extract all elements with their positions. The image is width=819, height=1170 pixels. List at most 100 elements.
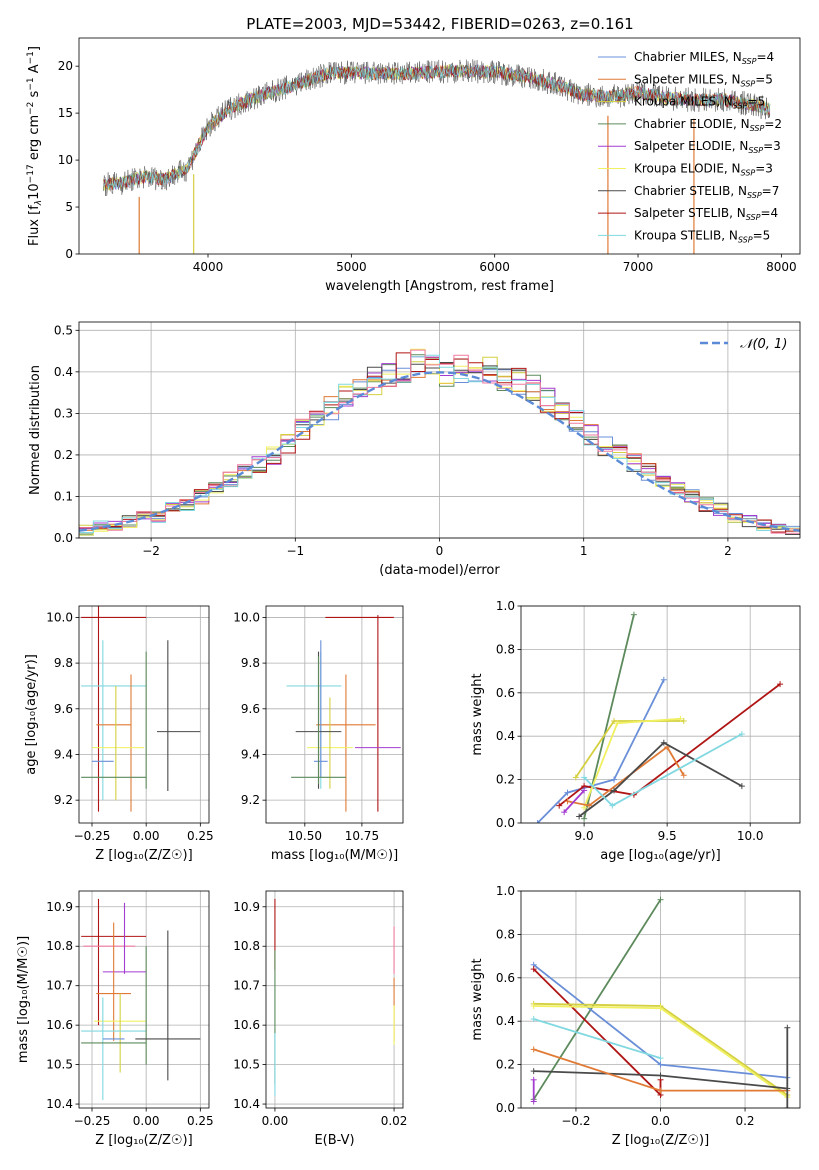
- weight-series-line: [532, 899, 662, 1100]
- y-axis-label-part: −1: [26, 51, 36, 64]
- axes-frame: [78, 37, 801, 255]
- legend-nssp: 5: [765, 72, 773, 86]
- mass_ebv-marks: [274, 898, 395, 1097]
- weight-series-line: [536, 679, 665, 823]
- weight_age-marks: [534, 611, 784, 823]
- y-tick-label: 10.0: [233, 610, 260, 624]
- y-tick-label: 9.2: [241, 793, 260, 807]
- legend-entry: Chabrier STELIB, NSSP=7: [634, 184, 779, 200]
- weight-series-line: [533, 968, 662, 1098]
- y-tick-label: 10.8: [46, 939, 73, 953]
- y-tick-label: 0.2: [54, 448, 73, 462]
- y-tick-label: 10.4: [46, 1097, 73, 1111]
- legend-label: 𝒩(0, 1): [740, 337, 787, 352]
- y-tick-label: 0.2: [496, 1058, 515, 1072]
- weight_Z-marks: [530, 896, 791, 1108]
- x-tick-label: 0.00: [262, 1114, 289, 1128]
- x-tick-label: 10.50: [288, 829, 322, 843]
- legend-entry: Chabrier MILES, NSSP=4: [634, 50, 774, 66]
- weight_age-frame: 9.0 9.5 10.0 0.0 0.2 0.4 0.6 0.8 1.0 age [log₁₀(a…: [470, 599, 801, 863]
- y-axis-label-part: Flux [f: [27, 205, 42, 246]
- figure-title: PLATE=2003, MJD=53442, FIBERID=0263, z=0…: [246, 15, 633, 33]
- x-tick-label: 0.00: [133, 829, 160, 843]
- x-tick-label: 4000: [193, 260, 224, 274]
- x-tick-label: 6000: [479, 260, 510, 274]
- x-tick-label: 0.25: [187, 829, 214, 843]
- y-tick-label: 10.9: [233, 900, 260, 914]
- y-tick-label: 10.6: [233, 1018, 260, 1032]
- y-tick-label: 9.6: [241, 702, 260, 716]
- y-tick-label: 0: [65, 247, 73, 261]
- x-tick-label: 9.5: [658, 829, 677, 843]
- y-tick-label: 0.6: [496, 686, 515, 700]
- y-tick-label: 1.0: [496, 599, 515, 613]
- y-axis-label-part: λ: [34, 200, 44, 206]
- y-tick-label: 9.2: [54, 793, 73, 807]
- x-tick-label: 2: [724, 544, 732, 558]
- spectrum-frame: 4000 5000 6000 7000 8000 0 5 10 15 20 wavelength […: [58, 37, 801, 294]
- y-tick-label: 0.8: [496, 642, 515, 656]
- y-tick-label: 10.0: [46, 610, 73, 624]
- legend-entry: Salpeter MILES, NSSP=5: [634, 72, 773, 88]
- y-tick-label: 10.5: [46, 1058, 73, 1072]
- legend-label: Kroupa STELIB: [634, 228, 721, 242]
- x-tick-label: 0: [436, 544, 444, 558]
- hist-frame: −2 −1 0 1 2 0.0 0.1 0.2 0.3 0.4 0.5 (data-model)/er…: [28, 321, 801, 578]
- y-axis-label-part: A: [27, 64, 42, 77]
- age_mass-frame: 10.50 10.75 9.2 9.4 9.6 9.8 10.0 mass [log₁₀(M/…: [233, 605, 404, 863]
- x-axis-label: mass [log₁₀(M/M☉)]: [271, 848, 398, 863]
- axes-frame: [78, 890, 210, 1109]
- weight_age-axes: [521, 605, 800, 824]
- y-tick-label: 9.4: [54, 747, 73, 761]
- age_mass-axes: [266, 606, 403, 823]
- x-axis-label: (data-model)/error: [379, 563, 500, 578]
- y-tick-label: 0.5: [54, 323, 73, 337]
- x-tick-label: 0.2: [735, 1114, 754, 1128]
- weight-series-line: [563, 789, 585, 813]
- x-tick-label: 0.0: [651, 1114, 670, 1128]
- legend-label: Salpeter ELODIE: [634, 139, 732, 153]
- x-axis-label: Z [log₁₀(Z/Z☉)]: [95, 848, 192, 863]
- legend-label: Kroupa ELODIE: [634, 162, 724, 176]
- weight-series-line: [533, 1018, 661, 1059]
- y-axis-label-part: ]: [27, 46, 42, 51]
- y-tick-label: 10.7: [46, 979, 73, 993]
- x-axis-label: E(B-V): [314, 1133, 354, 1148]
- legend-entry: Kroupa ELODIE, NSSP=3: [634, 162, 773, 178]
- x-tick-label: 0.02: [381, 1114, 408, 1128]
- y-tick-label: 10.4: [233, 1097, 260, 1111]
- y-tick-label: 9.8: [54, 656, 73, 670]
- y-tick-label: 10.9: [46, 900, 73, 914]
- legend-nssp: 5: [763, 228, 771, 242]
- gaussian-curve: [79, 371, 800, 532]
- mass_ebv-axes: [266, 891, 403, 1108]
- y-tick-label: 5: [65, 200, 73, 214]
- weight_Z-frame: −0.2 0.0 0.2 0.0 0.2 0.4 0.6 0.8 1.0 Z [log₁₀(Z/Z…: [470, 884, 801, 1148]
- legend-label: Chabrier MILES: [634, 50, 725, 64]
- legend-label: Chabrier STELIB: [634, 184, 730, 198]
- x-axis-label: wavelength [Angstrom, rest frame]: [325, 279, 554, 294]
- hist-marks: [79, 348, 800, 538]
- y-tick-label: 10.8: [233, 939, 260, 953]
- legend-entry: Salpeter STELIB, NSSP=4: [634, 206, 778, 222]
- mass_Z-frame: −0.25 0.00 0.25 10.4 10.5 10.6 10.7 10.8 10.9 Z […: [16, 890, 214, 1148]
- x-axis-label: Z [log₁₀(Z/Z☉)]: [95, 1133, 192, 1148]
- x-axis-label: Z [log₁₀(Z/Z☉)]: [612, 1133, 709, 1148]
- mass_Z-marks: [81, 898, 201, 1101]
- legend-entry: Salpeter ELODIE, NSSP=3: [634, 139, 781, 155]
- y-tick-label: 10.6: [46, 1018, 73, 1032]
- y-axis-label: Flux [fλ10−17 erg cm−2 s−1 A−1]: [26, 46, 44, 246]
- axes-frame: [265, 890, 404, 1109]
- legend-entry: Kroupa STELIB, NSSP=5: [634, 228, 770, 244]
- legend-entry: Kroupa MILES, NSSP=5: [634, 95, 765, 111]
- x-tick-label: −2: [142, 544, 160, 558]
- y-tick-label: 10.7: [233, 979, 260, 993]
- x-tick-label: 8000: [766, 260, 797, 274]
- y-axis-label: mass weight: [470, 958, 485, 1040]
- x-tick-label: 10.75: [345, 829, 379, 843]
- weight-series-line: [578, 741, 743, 818]
- y-axis-label: Normed distribution: [28, 365, 43, 495]
- y-tick-label: 0.0: [496, 1101, 515, 1115]
- legend-entry: Chabrier ELODIE, NSSP=2: [634, 117, 782, 133]
